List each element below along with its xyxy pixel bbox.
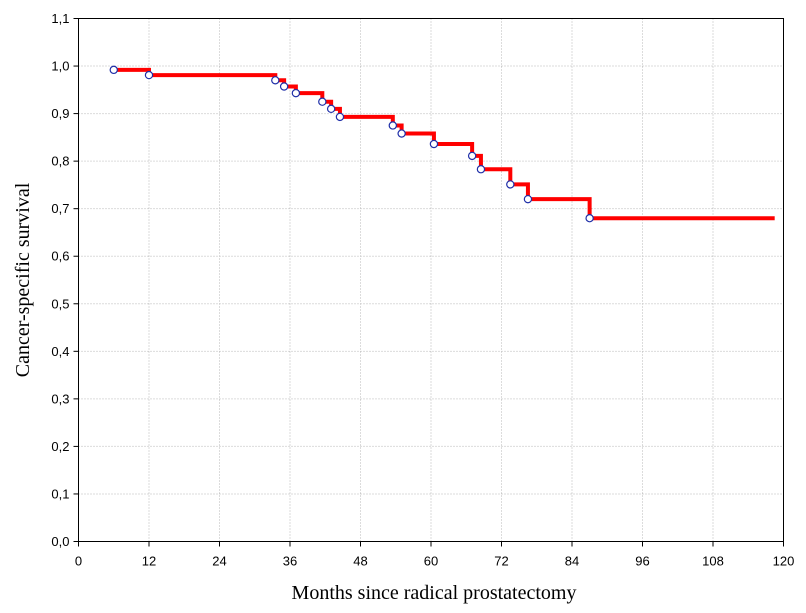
survival-curve-0 [113,67,775,221]
censor-marker-7 [335,112,345,122]
y-tick-label-10: 1,0 [51,59,69,74]
x-tick-label-7: 84 [565,554,579,569]
x-tick-label-8: 96 [635,554,649,569]
y-tick-label-7: 0,7 [51,201,69,216]
x-tick-label-6: 72 [494,554,508,569]
x-tick-label-10: 120 [773,554,795,569]
censor-marker-9 [397,129,406,138]
y-tick-label-5: 0,5 [51,296,69,311]
censor-marker-6 [326,104,336,114]
y-tick-label-2: 0,2 [51,439,69,454]
censor-marker-14 [523,194,533,204]
censor-marker-1 [144,70,154,80]
x-ticks-layer: 0 12 24 36 48 60 72 84 96 108 120 [75,541,795,569]
x-axis-title: Months since radical prostatectomy [292,582,577,604]
y-tick-label-11: 1,1 [51,11,69,26]
x-tick-label-4: 48 [353,554,367,569]
censor-marker-5 [318,97,327,106]
censor-marker-11 [467,151,477,161]
censor-marker-15 [585,213,594,223]
y-tick-label-3: 0,3 [51,391,69,406]
censor-marker-8 [388,121,398,130]
y-tick-label-9: 0,9 [51,106,69,121]
censor-marker-2 [271,76,280,85]
censor-marker-12 [476,165,486,174]
grid-layer [78,18,784,542]
x-tick-label-2: 24 [212,554,226,569]
censor-marker-3 [279,82,289,91]
y-tick-label-4: 0,4 [51,344,69,359]
y-ticks-layer: 0,0 0,1 0,2 0,3 0,4 0,5 0,6 0,7 0,8 0,9 1,0 1,1 [51,11,79,549]
x-tick-label-0: 0 [75,554,82,569]
x-tick-label-9: 108 [702,554,724,569]
censor-marker-10 [429,139,439,149]
x-tick-label-1: 12 [142,554,156,569]
y-axis-title: Cancer-specific survival [12,182,34,377]
censor-marker-13 [506,180,515,189]
x-tick-label-3: 36 [283,554,297,569]
y-tick-label-1: 0,1 [51,486,69,501]
censor-marker-4 [291,88,301,98]
x-tick-label-5: 60 [424,554,438,569]
y-tick-label-8: 0,8 [51,154,69,169]
y-tick-label-6: 0,6 [51,249,69,264]
series-layer [109,65,775,223]
censor-marker-0 [109,65,118,75]
y-tick-label-0: 0,0 [51,534,69,549]
